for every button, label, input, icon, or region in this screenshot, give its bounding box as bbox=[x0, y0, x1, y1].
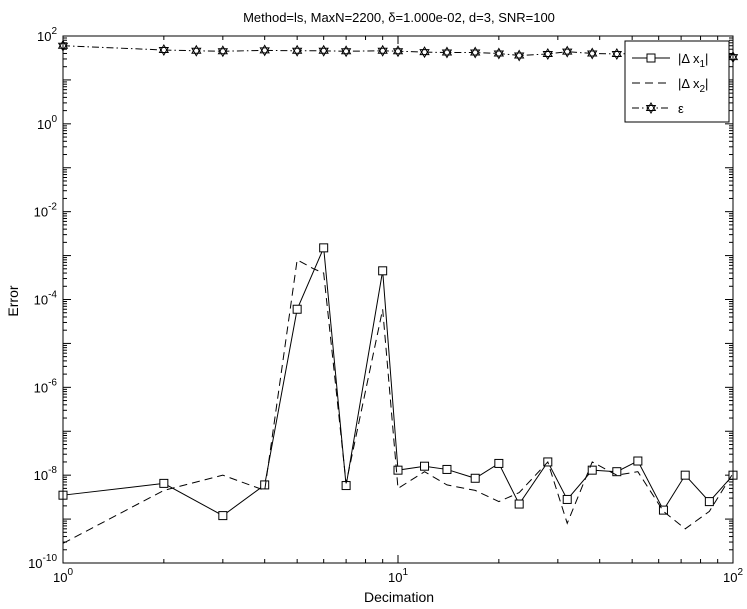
data-point bbox=[470, 46, 481, 59]
data-point bbox=[494, 458, 504, 468]
data-point bbox=[392, 45, 404, 58]
y-tick-label: 10-6 bbox=[34, 377, 58, 395]
data-point bbox=[562, 494, 572, 504]
y-tick-label: 102 bbox=[37, 26, 57, 44]
series-2 bbox=[62, 259, 734, 544]
x-tick-label: 102 bbox=[723, 567, 743, 585]
data-point bbox=[514, 499, 524, 509]
data-point bbox=[493, 47, 505, 60]
data-point bbox=[658, 505, 668, 515]
legend-label: |Δ x1| bbox=[678, 51, 708, 70]
legend-item: |Δ x2| bbox=[632, 76, 708, 95]
data-point bbox=[441, 46, 453, 59]
data-point bbox=[159, 478, 169, 488]
data-point bbox=[318, 44, 329, 57]
y-tick-label: 10-4 bbox=[34, 290, 58, 308]
x-axis-label: Decimation bbox=[364, 589, 434, 605]
data-point bbox=[442, 464, 452, 474]
data-point bbox=[680, 470, 690, 480]
data-point bbox=[217, 45, 229, 58]
axis-ticks bbox=[62, 36, 734, 564]
legend-item: |Δ x1| bbox=[632, 51, 708, 70]
data-point bbox=[158, 44, 170, 56]
data-point bbox=[704, 497, 714, 507]
data-point bbox=[378, 266, 388, 276]
legend-marker bbox=[646, 53, 656, 63]
data-point bbox=[393, 465, 403, 475]
legend: |Δ x1| |Δ x2| ε bbox=[624, 40, 730, 123]
legend-label: |Δ x2| bbox=[678, 76, 708, 95]
data-point bbox=[377, 44, 388, 57]
series-layer bbox=[57, 39, 739, 544]
legend-label: ε bbox=[678, 101, 684, 116]
data-point bbox=[611, 47, 623, 60]
data-point bbox=[292, 304, 302, 314]
chart-title: Method=ls, MaxN=2200, δ=1.000e-02, d=3, … bbox=[243, 10, 555, 25]
data-point bbox=[260, 480, 270, 490]
series-line bbox=[62, 45, 734, 58]
data-point bbox=[191, 44, 202, 57]
data-point bbox=[420, 461, 430, 471]
y-tick-label: 10-10 bbox=[28, 553, 57, 571]
series-line bbox=[62, 259, 734, 544]
data-point bbox=[587, 465, 597, 475]
data-point bbox=[633, 456, 643, 466]
x-tick-label: 101 bbox=[388, 567, 408, 585]
plot-frame bbox=[62, 35, 734, 564]
data-point bbox=[513, 49, 525, 62]
y-axis-label: Error bbox=[5, 285, 21, 316]
legend-marker bbox=[645, 101, 657, 115]
data-point bbox=[340, 45, 352, 58]
y-tick-label: 10-8 bbox=[34, 465, 58, 483]
legend-item: ε bbox=[632, 101, 684, 116]
data-point bbox=[319, 243, 329, 253]
y-tick-label: 10-2 bbox=[34, 202, 58, 220]
axis-tick-labels: 100 101 102 102 100 10-2 10-4 10-6 10-8 10-10 bbox=[28, 26, 743, 585]
data-point bbox=[587, 47, 598, 60]
data-point bbox=[470, 473, 480, 483]
data-point bbox=[291, 44, 303, 57]
data-point bbox=[562, 45, 573, 58]
data-point bbox=[218, 511, 228, 521]
y-tick-label: 100 bbox=[37, 114, 57, 132]
data-point bbox=[612, 467, 622, 477]
series-1 bbox=[58, 243, 738, 521]
data-point bbox=[259, 44, 270, 57]
legend-box bbox=[624, 40, 730, 123]
x-tick-label: 100 bbox=[53, 567, 73, 585]
data-point bbox=[419, 46, 430, 59]
data-point bbox=[542, 47, 553, 60]
